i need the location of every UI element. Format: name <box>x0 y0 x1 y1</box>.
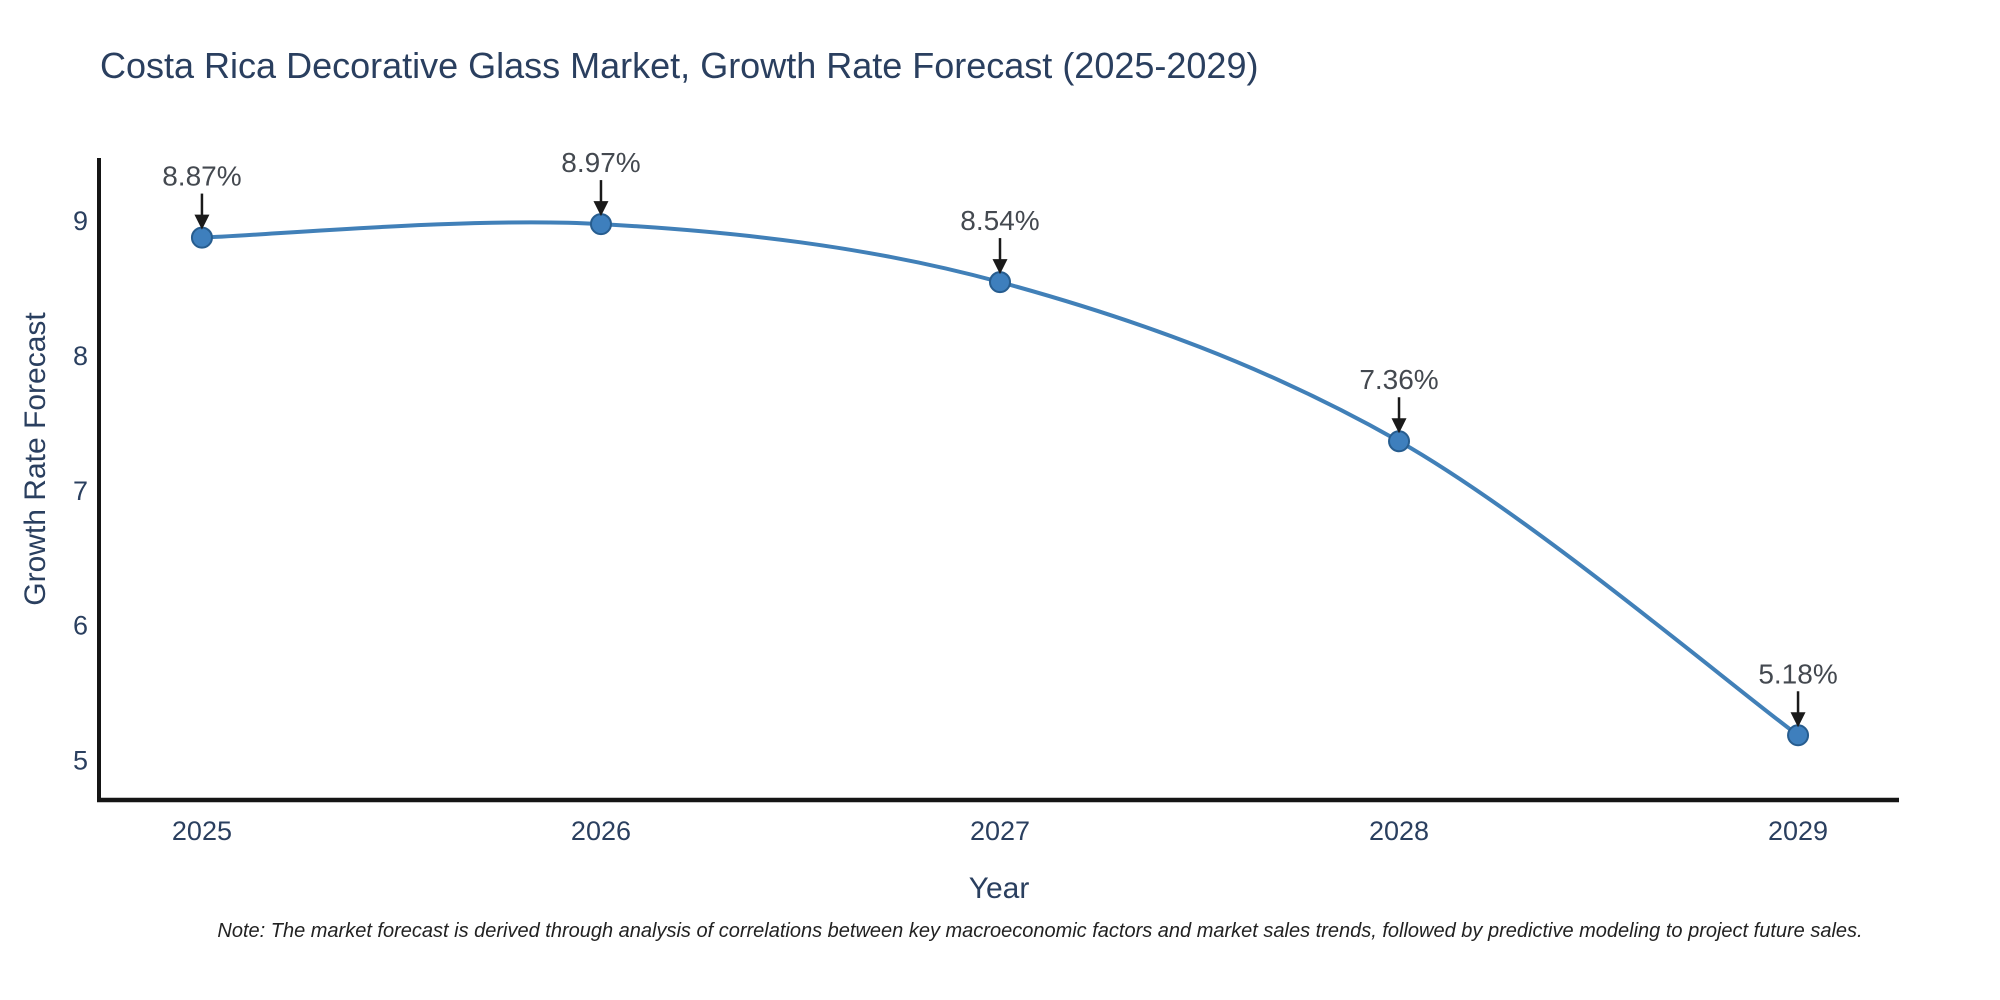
x-axis-title: Year <box>969 872 1030 905</box>
data-point-marker[interactable] <box>190 226 213 249</box>
footnote: Note: The market forecast is derived thr… <box>217 920 1863 942</box>
data-point-marker[interactable] <box>1787 724 1810 747</box>
y-tick-label: 5 <box>73 746 88 776</box>
y-tick-label: 9 <box>73 206 88 236</box>
annotation-label: 7.36% <box>1359 364 1438 395</box>
annotation-arrowhead <box>194 214 210 230</box>
x-tick-label: 2028 <box>1369 816 1429 846</box>
forecast-line <box>199 220 1801 738</box>
data-point-marker[interactable] <box>589 213 612 236</box>
x-tick-label: 2027 <box>970 816 1030 846</box>
data-point-marker[interactable] <box>1388 430 1411 453</box>
annotation-label: 8.97% <box>561 147 640 178</box>
annotation-arrowhead <box>1790 712 1806 728</box>
y-tick-label: 8 <box>73 341 88 371</box>
data-point-marker[interactable] <box>988 271 1011 294</box>
chart-title: Costa Rica Decorative Glass Market, Grow… <box>100 45 1259 86</box>
x-tick-label: 2026 <box>571 816 631 846</box>
annotation-label: 8.87% <box>162 161 241 192</box>
annotation-arrowhead <box>992 259 1008 275</box>
y-axis-title: Growth Rate Forecast <box>19 312 52 606</box>
x-tick-label: 2025 <box>172 816 232 846</box>
x-tick-label: 2029 <box>1768 816 1828 846</box>
annotation-arrowhead <box>593 201 609 217</box>
annotation-label: 5.18% <box>1758 658 1837 689</box>
annotation-label: 8.54% <box>960 205 1039 236</box>
annotation-arrowhead <box>1391 418 1407 434</box>
y-tick-label: 7 <box>73 476 88 506</box>
y-tick-label: 6 <box>73 611 88 641</box>
